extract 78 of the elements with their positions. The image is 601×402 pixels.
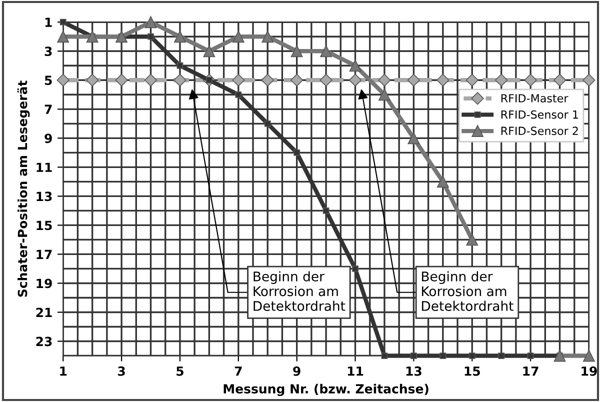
annotation: Beginn der Korrosion am Detektordraht xyxy=(422,271,514,311)
y-tick-label: 9 xyxy=(44,134,52,144)
y-tick-label: 13 xyxy=(36,192,52,202)
x-tick-label: 9 xyxy=(293,366,300,376)
point xyxy=(320,74,332,86)
x-tick-label: 11 xyxy=(348,366,364,376)
point xyxy=(290,74,304,86)
point xyxy=(261,74,274,86)
x-tick-label: 17 xyxy=(523,366,538,376)
point xyxy=(468,352,476,359)
point xyxy=(86,74,99,86)
legend-label: RFID-Master xyxy=(501,94,568,102)
point xyxy=(466,74,478,86)
x-tick-label: 5 xyxy=(176,366,184,376)
point xyxy=(410,352,417,359)
point xyxy=(86,30,98,43)
point xyxy=(381,352,388,359)
point xyxy=(148,33,154,40)
y-tick-label: 19 xyxy=(36,278,52,288)
x-tick-label: 13 xyxy=(406,366,422,376)
point xyxy=(408,132,420,144)
point xyxy=(264,120,271,127)
point xyxy=(144,74,158,86)
y-tick-label: 23 xyxy=(36,336,52,346)
point xyxy=(115,74,128,86)
x-tick-label: 15 xyxy=(464,366,480,376)
x-tick-label: 3 xyxy=(118,366,125,376)
point xyxy=(498,352,505,359)
y-tick-label: 11 xyxy=(36,162,52,172)
point xyxy=(553,74,566,86)
point xyxy=(60,18,66,26)
point xyxy=(57,30,70,43)
point xyxy=(527,352,534,359)
y-tick-label: 21 xyxy=(36,308,52,317)
point xyxy=(290,45,303,58)
point xyxy=(203,45,216,58)
point xyxy=(116,30,128,43)
y-tick-label: 7 xyxy=(44,104,52,114)
point xyxy=(262,30,274,43)
point xyxy=(232,30,244,43)
point xyxy=(466,234,478,246)
point xyxy=(583,350,595,362)
point xyxy=(554,350,566,362)
point xyxy=(174,30,186,43)
point xyxy=(322,208,330,214)
point xyxy=(232,74,245,86)
x-tick-label: 1 xyxy=(60,366,67,376)
y-tick-label: 17 xyxy=(36,250,52,259)
point xyxy=(378,74,391,86)
y-tick-label: 3 xyxy=(44,46,52,56)
point xyxy=(235,91,242,98)
y-axis-title: Schater-Position am Lesegerät xyxy=(17,80,30,297)
point xyxy=(348,74,362,86)
y-tick-label: 15 xyxy=(36,220,52,230)
point xyxy=(440,352,446,359)
point xyxy=(294,149,300,156)
point xyxy=(320,45,332,58)
point xyxy=(495,74,508,86)
point xyxy=(352,266,358,272)
point xyxy=(378,88,390,101)
point xyxy=(436,176,449,188)
legend-label: RFID-Sensor 2 xyxy=(501,126,578,136)
point xyxy=(176,62,184,69)
x-tick-label: 7 xyxy=(234,366,242,376)
point xyxy=(56,74,70,86)
x-axis-title: Messung Nr. (bzw. Zeitachse) xyxy=(224,384,428,396)
point xyxy=(524,74,537,86)
point xyxy=(582,74,596,86)
point xyxy=(349,60,362,72)
legend-label: RFID-Sensor 1 xyxy=(501,110,578,119)
point xyxy=(436,74,450,86)
annotation: Beginn der Korrosion am Detektordraht xyxy=(254,271,346,311)
point xyxy=(144,16,157,28)
point xyxy=(174,74,186,86)
x-tick-label: 19 xyxy=(582,366,597,376)
y-tick-label: 5 xyxy=(44,76,52,86)
point xyxy=(407,74,420,86)
y-tick-label: 1 xyxy=(45,18,52,27)
